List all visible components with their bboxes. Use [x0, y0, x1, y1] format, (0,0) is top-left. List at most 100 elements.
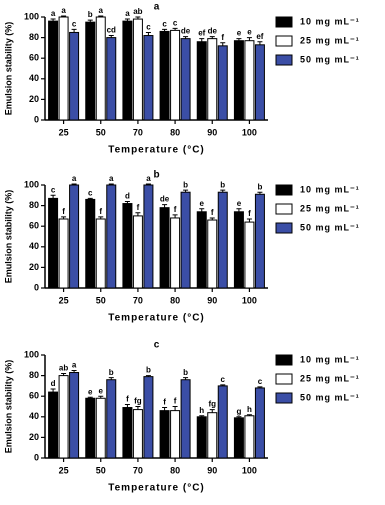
legend-swatch [275, 373, 293, 385]
bar [69, 184, 80, 289]
bar [132, 409, 143, 459]
legend-swatch [275, 35, 293, 47]
y-axis-title: Emulsion stability (%) [3, 360, 13, 454]
significance-letter: e [247, 28, 252, 37]
bar [207, 412, 218, 459]
error-bar [236, 208, 242, 212]
error-bar [61, 15, 67, 17]
error-bar [209, 409, 215, 413]
significance-letter: f [62, 207, 65, 216]
bar [106, 184, 117, 289]
significance-letter: h [247, 405, 252, 414]
x-tick-label: 70 [133, 127, 143, 137]
error-bar [220, 42, 226, 46]
significance-letter: a [99, 6, 104, 15]
x-tick-label: 70 [133, 295, 143, 305]
error-bar [172, 27, 178, 31]
y-tick-label: 20 [29, 94, 39, 104]
error-bar [220, 384, 226, 386]
bar [106, 37, 117, 121]
bar [207, 38, 218, 121]
y-tick-label: 0 [34, 282, 39, 292]
significance-letter: ab [133, 7, 142, 16]
x-tick-label: 25 [59, 465, 69, 475]
legend-label: 25 mg mL⁻¹ [300, 373, 360, 383]
significance-letter: a [51, 9, 56, 18]
y-tick-label: 40 [29, 241, 39, 251]
error-bar [257, 386, 263, 388]
significance-letter: de [160, 195, 170, 204]
y-axis-title: Emulsion stability (%) [3, 22, 13, 116]
error-bar [87, 396, 93, 399]
significance-letter: b [183, 368, 188, 377]
x-tick-label: 50 [96, 465, 106, 475]
x-tick-label: 90 [207, 295, 217, 305]
y-axis-title: Emulsion stability (%) [3, 190, 13, 284]
bar [143, 376, 154, 459]
panel-title: a [154, 2, 160, 13]
legend-label: 10 mg mL⁻¹ [300, 354, 360, 364]
error-bar [98, 216, 104, 219]
bar [48, 391, 59, 459]
error-bar [183, 377, 189, 380]
significance-letter: d [51, 379, 56, 388]
x-tick-label: 25 [59, 295, 69, 305]
bar [159, 30, 170, 121]
error-bar [87, 19, 93, 23]
error-bar [145, 183, 151, 185]
significance-letter: f [137, 203, 140, 212]
x-tick-label: 80 [170, 295, 180, 305]
bar [122, 203, 133, 289]
bar [180, 191, 191, 289]
bar [85, 21, 96, 121]
significance-letter: c [221, 375, 226, 384]
bar [170, 410, 181, 459]
bar [95, 16, 106, 121]
error-bar [135, 16, 141, 20]
significance-letter: de [208, 27, 218, 36]
error-bar [50, 18, 56, 22]
significance-letter: f [174, 205, 177, 214]
y-tick-label: 60 [29, 221, 39, 231]
y-tick-label: 40 [29, 73, 39, 83]
legend-swatch [275, 354, 293, 366]
significance-letter: f [211, 208, 214, 217]
error-bar [199, 415, 205, 417]
significance-letter: a [72, 361, 77, 370]
y-tick-label: 100 [24, 349, 39, 359]
x-tick-label: 100 [242, 295, 257, 305]
significance-letter: a [146, 174, 151, 183]
error-bar [71, 28, 77, 33]
error-bar [246, 414, 252, 416]
error-bar [236, 38, 242, 41]
y-tick-label: 60 [29, 53, 39, 63]
bar [85, 198, 96, 289]
significance-letter: c [146, 23, 151, 32]
bar [180, 38, 191, 121]
bar [48, 20, 59, 121]
legend-swatch [275, 16, 293, 28]
y-tick-label: 80 [29, 370, 39, 380]
y-tick-label: 60 [29, 391, 39, 401]
error-bar [98, 395, 104, 399]
bar [233, 40, 244, 121]
significance-letter: b [109, 368, 114, 377]
significance-letter: e [237, 199, 242, 208]
significance-letter: b [88, 10, 93, 19]
error-bar [199, 208, 205, 212]
bar [196, 416, 207, 459]
bar [244, 221, 255, 289]
significance-letter: a [109, 174, 114, 183]
bar [196, 41, 207, 121]
x-tick-label: 70 [133, 465, 143, 475]
error-bar [162, 204, 168, 208]
bar [170, 217, 181, 289]
y-tick-label: 40 [29, 411, 39, 421]
x-tick-label: 80 [170, 465, 180, 475]
bar [196, 211, 207, 289]
bar [132, 215, 143, 289]
significance-letter: f [248, 209, 251, 218]
significance-letter: a [61, 6, 66, 15]
